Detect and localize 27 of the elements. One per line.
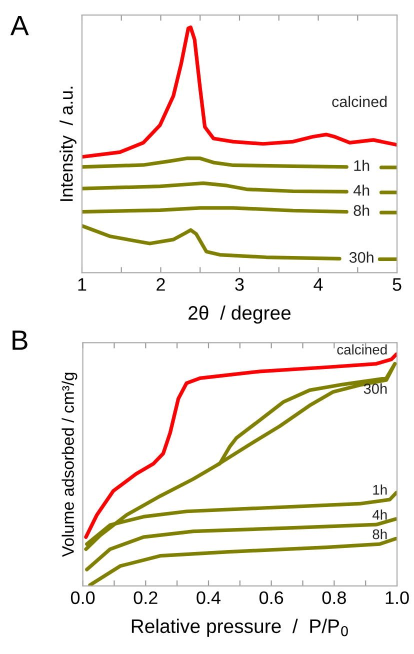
- chart-title: B: [12, 330, 28, 350]
- x-tick-label: 0.6: [259, 591, 284, 604]
- x-tick-label: 5: [392, 278, 402, 291]
- x-tick-label: 1.0: [386, 591, 409, 604]
- series-label: 8h: [354, 204, 370, 216]
- series-label: calcined: [332, 96, 387, 108]
- series-label: 4h: [372, 510, 387, 520]
- x-axis-title: Relative pressure / P/P$_{0}$: [132, 618, 348, 637]
- x-tick-label: 0.2: [134, 591, 158, 604]
- series-label: 30h: [364, 383, 387, 394]
- series-label: 1h: [354, 160, 370, 171]
- y-axis-title: Volume adsorbed / cm³/g: [62, 372, 78, 557]
- x-axis-title: 2θ / degree: [188, 306, 291, 324]
- y-axis-title: Intensity / a.u.: [60, 86, 76, 201]
- series-label: 1h: [373, 484, 387, 495]
- series-label: 8h: [372, 529, 387, 540]
- x-tick-label: 2: [156, 278, 165, 291]
- series-label: 30h: [349, 252, 374, 263]
- x-tick-label: 0.8: [322, 591, 346, 604]
- x-tick-label: 1: [78, 278, 86, 291]
- series-label: 4h: [353, 184, 370, 196]
- x-tick-label: 0.4: [196, 591, 221, 604]
- series-label: calcined: [337, 344, 387, 355]
- x-tick-label: 4: [314, 278, 323, 291]
- chart-title: A: [10, 16, 29, 36]
- x-tick-label: 0.0: [70, 591, 95, 604]
- x-tick-label: 3: [235, 278, 244, 291]
